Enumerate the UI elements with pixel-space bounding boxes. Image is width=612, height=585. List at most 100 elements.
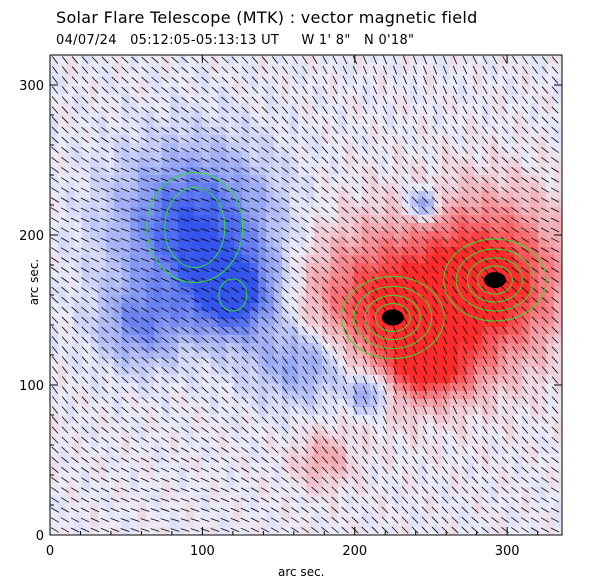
field-vector (392, 55, 398, 65)
field-cell (426, 175, 434, 183)
field-cell (242, 79, 250, 87)
field-cell (434, 79, 442, 87)
field-vector (491, 206, 499, 214)
field-cell (370, 415, 378, 423)
field-cell (466, 111, 474, 119)
field-cell (226, 119, 234, 127)
field-vector (540, 247, 550, 253)
field-cell (506, 287, 514, 295)
field-cell (50, 527, 58, 535)
field-cell (506, 183, 514, 191)
field-cell (538, 71, 546, 79)
field-vector (281, 187, 289, 193)
field-cell (122, 335, 130, 343)
field-cell (282, 343, 290, 351)
field-cell (306, 287, 314, 295)
field-vector (170, 167, 180, 173)
field-vector (472, 126, 478, 134)
field-cell (178, 151, 186, 159)
field-vector (170, 127, 180, 133)
field-vector (271, 146, 279, 154)
field-cell (74, 175, 82, 183)
field-cell (186, 87, 194, 95)
field-cell (330, 239, 338, 247)
field-cell (546, 151, 554, 159)
field-cell (466, 263, 474, 271)
field-vector (302, 76, 308, 84)
field-cell (170, 359, 178, 367)
field-cell (482, 135, 490, 143)
field-cell (506, 199, 514, 207)
field-vector (432, 125, 438, 135)
field-vector (431, 216, 439, 224)
field-cell (250, 367, 258, 375)
field-cell (370, 231, 378, 239)
field-cell (234, 183, 242, 191)
field-vector (332, 75, 338, 85)
field-vector (111, 86, 119, 94)
field-cell (514, 231, 522, 239)
field-cell (274, 527, 282, 535)
field-cell (226, 135, 234, 143)
field-cell (458, 463, 466, 471)
field-vector (301, 227, 309, 233)
field-vector (471, 166, 479, 174)
field-cell (218, 135, 226, 143)
field-vector (431, 196, 439, 204)
field-vector (301, 256, 309, 264)
field-cell (546, 359, 554, 367)
field-cell (114, 415, 122, 423)
field-cell (554, 175, 562, 183)
field-cell (218, 223, 226, 231)
field-cell (346, 79, 354, 87)
field-cell (122, 199, 130, 207)
field-vector (61, 157, 69, 163)
field-vector (180, 277, 190, 283)
field-cell (170, 527, 178, 535)
field-cell (146, 351, 154, 359)
field-cell (138, 439, 146, 447)
field-cell (546, 367, 554, 375)
field-cell (74, 487, 82, 495)
field-cell (106, 119, 114, 127)
field-vector (461, 206, 469, 214)
field-vector (81, 136, 89, 144)
field-cell (98, 263, 106, 271)
field-vector (110, 147, 120, 153)
field-vector (80, 227, 90, 233)
field-cell (66, 79, 74, 87)
field-cell (378, 367, 386, 375)
field-vector (412, 55, 418, 65)
field-vector (341, 136, 349, 144)
field-vector (541, 66, 549, 74)
field-cell (538, 55, 546, 63)
field-vector (332, 126, 338, 134)
field-cell (378, 207, 386, 215)
field-cell (298, 239, 306, 247)
field-cell (218, 391, 226, 399)
field-cell (346, 447, 354, 455)
field-cell (178, 231, 186, 239)
field-cell (458, 527, 466, 535)
field-cell (130, 279, 138, 287)
field-cell (218, 111, 226, 119)
field-cell (274, 503, 282, 511)
field-cell (82, 223, 90, 231)
field-cell (426, 239, 434, 247)
field-vector (60, 227, 70, 233)
field-cell (194, 143, 202, 151)
field-cell (354, 247, 362, 255)
field-vector (351, 236, 359, 244)
field-vector (91, 56, 99, 64)
field-cell (466, 375, 474, 383)
field-cell (138, 415, 146, 423)
field-cell (354, 335, 362, 343)
field-cell (266, 287, 274, 295)
field-cell (402, 95, 410, 103)
field-cell (474, 103, 482, 111)
field-vector (411, 226, 419, 234)
field-cell (410, 231, 418, 239)
field-cell (82, 319, 90, 327)
field-cell (386, 175, 394, 183)
field-cell (474, 359, 482, 367)
